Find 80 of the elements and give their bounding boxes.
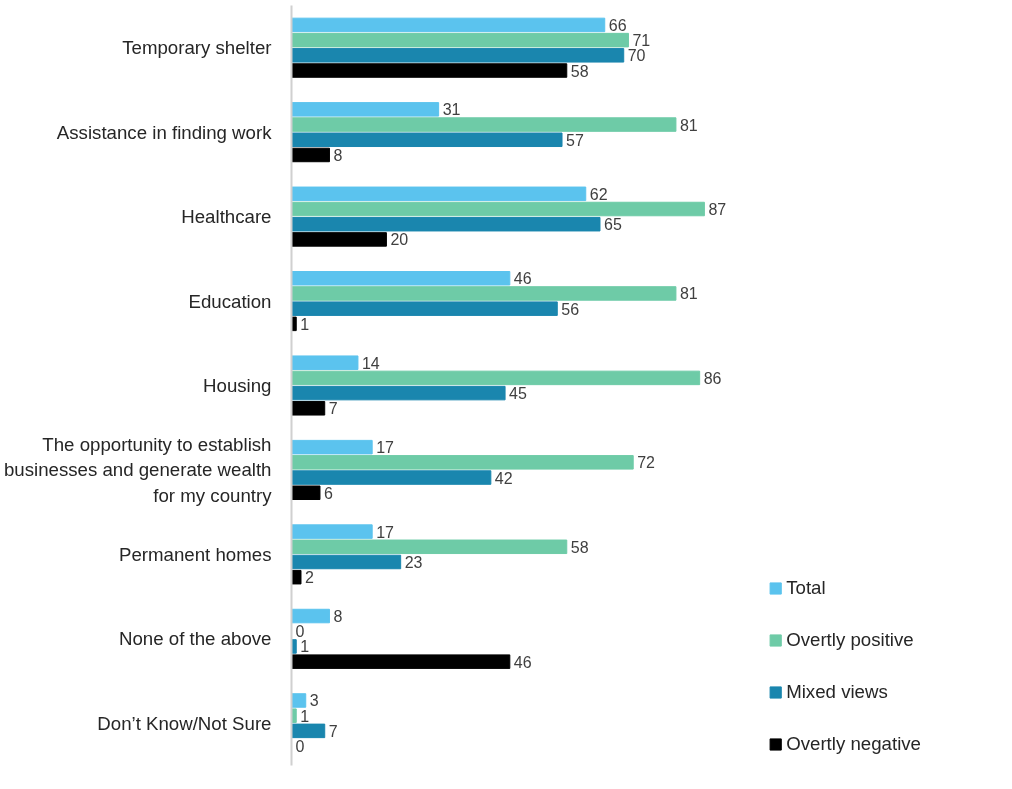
data-label: 56 [561, 300, 580, 318]
data-label: 65 [603, 216, 622, 234]
y-tick-label: Education [188, 290, 272, 312]
data-label: 20 [390, 231, 409, 249]
bar [291, 569, 302, 585]
data-label: 17 [376, 523, 395, 541]
bar [291, 32, 629, 48]
bar [291, 132, 563, 148]
bar [291, 608, 330, 624]
y-tick-label: None of the above [119, 628, 272, 650]
data-label: 17 [376, 439, 395, 457]
data-label: 2 [304, 569, 314, 587]
data-label: 6 [323, 484, 333, 502]
y-tick-label: Permanent homes [119, 543, 272, 565]
data-label: 8 [333, 608, 343, 626]
data-label: 8 [333, 146, 343, 164]
data-label: 7 [328, 722, 338, 740]
bar [291, 147, 330, 163]
data-label: 57 [566, 131, 584, 149]
bar [291, 524, 373, 539]
bar [291, 470, 492, 485]
bar [291, 455, 634, 470]
data-label: 66 [608, 16, 627, 34]
bar [291, 654, 511, 669]
data-label: 7 [328, 400, 338, 418]
data-label: 72 [637, 454, 656, 472]
bar [291, 385, 506, 401]
data-label: 46 [513, 270, 532, 288]
data-label: 58 [570, 62, 589, 80]
bar [291, 102, 440, 117]
data-label: 58 [570, 538, 589, 556]
bar [291, 271, 511, 286]
bar [291, 439, 373, 455]
y-tick-label: Assistance in finding work [56, 121, 273, 143]
bar [291, 286, 677, 301]
legend-label: Overtly negative [786, 733, 921, 755]
data-label: 86 [703, 369, 722, 387]
data-label: 3 [309, 692, 319, 710]
data-label: 71 [632, 32, 651, 50]
bar [291, 186, 587, 202]
bar [291, 301, 558, 316]
legend-label: Mixed views [786, 681, 888, 703]
data-label: 1 [300, 315, 310, 333]
y-tick-label: Housing [203, 375, 272, 396]
bar [291, 48, 625, 63]
bar [291, 723, 326, 739]
y-tick-label: Healthcare [181, 206, 272, 228]
data-label: 1 [300, 638, 310, 656]
data-label: 31 [442, 101, 461, 119]
data-label: 70 [627, 47, 646, 65]
bar [291, 216, 601, 232]
bar [291, 554, 402, 570]
data-label: 42 [494, 469, 513, 487]
bar [291, 401, 326, 416]
data-label: 14 [361, 354, 380, 372]
data-label: 1 [300, 707, 310, 725]
y-tick-label: The opportunity to establish businesses and generate wealth for my country [3, 434, 273, 506]
y-tick-label: Temporary shelter [122, 37, 272, 59]
data-label: 23 [404, 553, 423, 571]
data-label: 81 [679, 116, 698, 134]
data-label: 0 [295, 623, 305, 641]
data-label: 81 [679, 285, 698, 303]
legend-label: Overtly positive [786, 629, 914, 651]
bar [291, 485, 321, 500]
legend-label: Total [786, 577, 826, 599]
bar [291, 355, 359, 370]
data-label: 0 [295, 738, 305, 756]
bar [291, 201, 705, 217]
data-label: 87 [708, 201, 727, 219]
y-tick-label: Don’t Know/Not Sure [97, 712, 272, 734]
bar [291, 539, 568, 555]
data-label: 62 [589, 185, 608, 203]
data-label: 46 [513, 653, 532, 671]
bar [291, 232, 387, 247]
bar [291, 117, 677, 132]
bar [291, 17, 606, 33]
bar [291, 370, 701, 386]
bar [291, 63, 568, 78]
bar [291, 693, 307, 708]
data-label: 45 [509, 385, 527, 403]
